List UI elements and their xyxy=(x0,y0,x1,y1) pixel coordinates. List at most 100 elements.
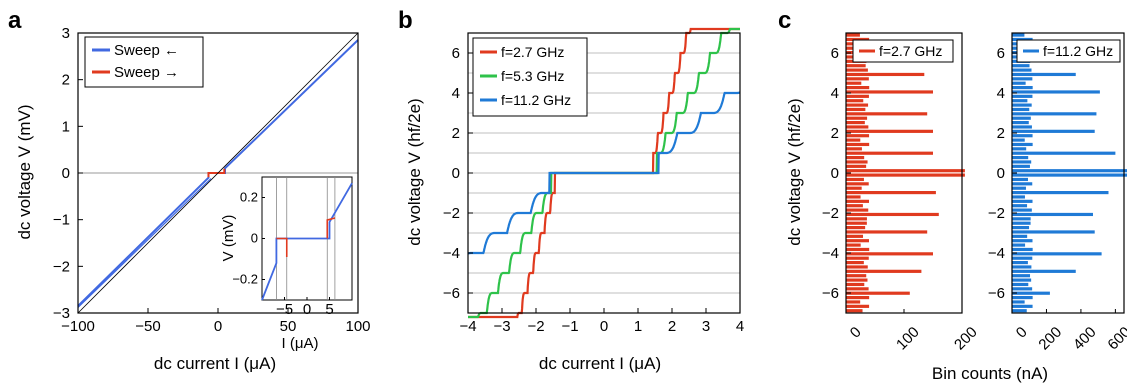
c-left-bar xyxy=(846,309,863,313)
c-right-bar xyxy=(1012,261,1028,265)
c-left-bar xyxy=(846,107,866,112)
legend-label-5.3: f=5.3 GHz xyxy=(501,68,564,84)
c-left-bar xyxy=(846,217,867,221)
legend-label-c-11.2: f=11.2 GHz xyxy=(1043,43,1113,59)
b-xtick-label: −2 xyxy=(527,318,544,335)
b-xtick-label: 0 xyxy=(600,318,608,335)
a-ytick-label: −2 xyxy=(53,258,70,275)
c-right-bar xyxy=(1012,199,1033,203)
c-right-bar xyxy=(1012,287,1033,291)
c-left-bar xyxy=(846,269,922,273)
c-left-bar xyxy=(846,191,936,195)
c-right-bar xyxy=(1012,208,1032,212)
c-right-bar xyxy=(1012,107,1030,112)
panel-a-legend: Sweep ← Sweep → xyxy=(84,36,204,88)
c-right-bar xyxy=(1012,291,1050,295)
c-left-bar xyxy=(846,112,928,116)
c-left-bar xyxy=(846,37,870,42)
inset-red-left xyxy=(276,237,288,257)
c-left-ytick-label: 0 xyxy=(831,165,839,182)
c-left-bar xyxy=(846,252,933,256)
c-right-bar xyxy=(1012,252,1102,256)
c-left-bar xyxy=(846,147,862,151)
c-left-bar xyxy=(846,247,870,252)
c-left-bar xyxy=(846,138,861,142)
c-left-bar xyxy=(846,160,868,164)
c-left-bar xyxy=(846,287,869,291)
c-right-bar xyxy=(1012,282,1029,287)
c-left-xtick-label: 200 xyxy=(951,324,981,354)
c-right-bar xyxy=(1012,72,1076,77)
c-left-bar xyxy=(846,173,965,177)
c-left-bar xyxy=(846,134,870,138)
panel-c-left-legend: f=2.7 GHz xyxy=(852,39,954,63)
c-right-bar xyxy=(1012,90,1100,94)
c-right-bar xyxy=(1012,177,1028,182)
c-right-ytick-label: 2 xyxy=(997,125,1005,142)
b-series-2 xyxy=(467,91,741,255)
c-left-bar xyxy=(846,103,869,107)
c-right-bar xyxy=(1012,134,1033,138)
legend-label-2.7: f=2.7 GHz xyxy=(501,44,564,60)
c-right-bar xyxy=(1012,239,1033,243)
c-right-ytick-label: 6 xyxy=(997,45,1005,62)
c-left-bar xyxy=(846,86,870,90)
a-series-2 xyxy=(77,32,359,314)
c-left-bar xyxy=(846,151,933,155)
c-right-bar xyxy=(1012,94,1033,98)
a-ytick-label: 2 xyxy=(62,72,70,89)
c-right-bar xyxy=(1012,186,1026,190)
b-ytick-label: 6 xyxy=(452,45,460,62)
c-left-ytick-label: 4 xyxy=(831,85,839,102)
c-right-bar xyxy=(1012,191,1109,195)
c-left-bar xyxy=(846,274,867,278)
c-left-bar xyxy=(846,291,910,295)
panel-a-ylabel: dc voltage V (mV) xyxy=(15,104,34,239)
c-left-bar xyxy=(846,212,939,217)
panel-a-xlabel: dc current I (μA) xyxy=(154,354,276,373)
c-right-bar xyxy=(1012,160,1032,164)
c-right-bar xyxy=(1012,217,1031,221)
c-right-xtick-label: 0 xyxy=(1013,324,1031,342)
c-left-bar xyxy=(846,125,869,129)
c-right-ytick-label: 4 xyxy=(997,85,1005,102)
a-ytick-label: −1 xyxy=(53,212,70,229)
c-right-xtick-label: 600 xyxy=(1104,324,1127,354)
c-left-bar xyxy=(846,243,861,247)
b-ytick-label: 2 xyxy=(452,125,460,142)
c-left-bar xyxy=(846,186,862,190)
a-xtick-label: −50 xyxy=(135,318,160,335)
c-left-ytick-label: −2 xyxy=(822,205,839,222)
c-left-bar xyxy=(846,177,864,182)
a-series-1 xyxy=(207,168,226,178)
b-xtick-label: 2 xyxy=(668,318,676,335)
c-left-bar xyxy=(846,204,863,208)
panel-c-xlabel: Bin counts (nA) xyxy=(932,364,1048,383)
b-ytick-label: 4 xyxy=(452,85,460,102)
c-left-ytick-label: −6 xyxy=(822,285,839,302)
c-left-bar xyxy=(846,296,870,300)
c-right-bar xyxy=(1012,212,1093,217)
c-left-bar xyxy=(846,195,861,199)
c-left-bar xyxy=(846,164,867,168)
b-ytick-label: 0 xyxy=(452,165,460,182)
c-right-bar xyxy=(1012,103,1032,107)
inset-ytick-label: 0.2 xyxy=(240,190,258,205)
a-ytick-label: 3 xyxy=(62,25,70,42)
c-left-bar xyxy=(846,72,925,77)
inset-blue xyxy=(261,182,353,301)
inset-xlabel: I (μA) xyxy=(282,335,319,352)
c-left-bar xyxy=(846,77,869,81)
c-left-ytick-label: 2 xyxy=(831,125,839,142)
b-xtick-label: 1 xyxy=(634,318,642,335)
b-ytick-label: −6 xyxy=(443,285,460,302)
c-right-bar xyxy=(1012,265,1032,269)
c-right-bar xyxy=(1012,68,1032,72)
panel-c-ylabel: dc voltage V (hf/2e) xyxy=(785,98,804,245)
c-right-bar xyxy=(1012,37,1033,42)
a-xtick-label: 0 xyxy=(214,318,222,335)
c-left-bar xyxy=(846,282,865,287)
c-right-bar xyxy=(1012,195,1025,199)
c-left-bar xyxy=(846,94,869,98)
